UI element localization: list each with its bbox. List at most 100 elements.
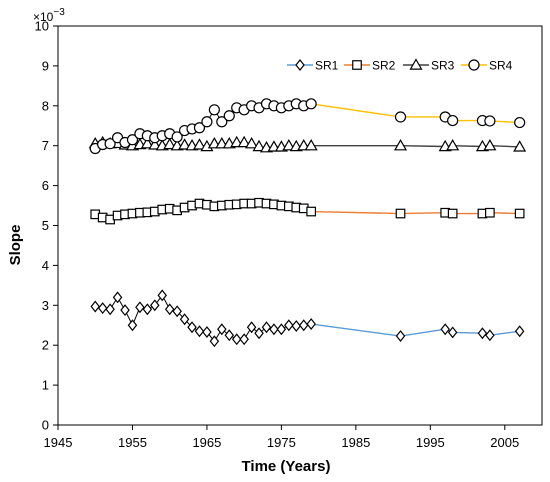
legend: SR1 SR2 SR3 SR4	[287, 58, 513, 73]
legend-label-sr4: SR4	[489, 59, 513, 73]
y-tick-label: 10	[35, 19, 49, 34]
data-point-sr3	[252, 139, 266, 152]
legend-item-sr4: SR4	[461, 59, 513, 73]
data-point-sr3	[245, 136, 259, 149]
data-point-sr4	[394, 111, 407, 123]
y-multiplier-base: ×10	[33, 10, 54, 24]
data-point-sr3	[237, 135, 251, 148]
data-point-sr4	[484, 115, 496, 127]
data-point-sr4	[216, 116, 228, 128]
legend-item-sr1: SR1	[287, 59, 339, 73]
data-point-sr4	[305, 98, 317, 110]
y-tick-label: 0	[42, 418, 49, 433]
data-point-sr3	[148, 138, 162, 150]
data-point-sr1	[246, 321, 257, 334]
data-point-sr4	[447, 114, 459, 127]
data-point-sr1	[127, 319, 138, 332]
data-point-sr1	[209, 335, 220, 348]
data-point-sr2	[447, 208, 458, 219]
legend-label-sr2: SR2	[372, 59, 396, 73]
data-point-sr2	[485, 207, 495, 218]
data-point-sr3	[446, 138, 460, 151]
legend-item-sr3: SR3	[403, 58, 455, 73]
data-point-sr1	[269, 323, 279, 336]
data-point-sr1	[514, 325, 525, 338]
series-line-sr1-early	[95, 294, 312, 343]
y-tick-label: 2	[42, 338, 49, 353]
data-point-sr4	[104, 138, 116, 150]
data-point-sr3	[393, 138, 408, 151]
y-tick-label: 3	[42, 298, 49, 313]
data-point-sr4	[201, 116, 213, 128]
data-point-sr1	[254, 327, 264, 340]
data-point-sr1	[395, 330, 406, 342]
data-point-sr3	[140, 136, 154, 149]
data-point-sr3	[192, 138, 207, 150]
series-sr2	[90, 197, 525, 225]
data-point-sr1	[231, 333, 242, 346]
series-sr1	[90, 289, 525, 348]
x-tick-label: 1985	[341, 435, 370, 450]
x-tick-label: 1955	[118, 435, 147, 450]
y-tick-label: 9	[42, 58, 49, 73]
x-tick-label: 1995	[416, 435, 445, 450]
data-point-sr1	[485, 329, 495, 342]
x-tick-label: 2005	[490, 435, 519, 450]
data-point-sr4	[193, 122, 206, 134]
series-layer	[88, 98, 527, 348]
data-point-sr2	[306, 206, 317, 217]
data-point-sr1	[187, 321, 197, 334]
data-point-sr1	[90, 300, 100, 313]
data-point-sr1	[477, 327, 488, 340]
data-point-sr1	[447, 326, 458, 339]
data-point-sr1	[298, 319, 309, 332]
data-point-sr1	[135, 301, 145, 314]
data-point-sr1	[224, 329, 235, 342]
plot-area: 0 1 2 3 4 5 6 7 8 9 10 1945 1955 1965 1975 1985 1995 2005	[35, 19, 543, 450]
legend-label-sr1: SR1	[315, 59, 339, 73]
data-point-sr3	[178, 138, 192, 150]
x-axis-title: Time (Years)	[242, 458, 331, 475]
data-point-sr3	[304, 138, 318, 151]
data-point-sr4	[223, 110, 235, 122]
data-point-sr1	[179, 313, 190, 326]
data-point-sr3	[483, 138, 497, 151]
y-multiplier-label: ×10−3	[33, 7, 65, 24]
series-sr4	[89, 98, 526, 155]
y-tick-label: 7	[42, 138, 49, 153]
data-point-sr4	[514, 116, 526, 129]
data-point-sr1	[112, 291, 123, 304]
data-point-sr2	[395, 208, 406, 219]
data-point-sr1	[172, 305, 182, 318]
y-axis-title: Slope	[7, 225, 24, 266]
y-tick-label: 8	[42, 98, 49, 113]
data-point-sr1	[142, 303, 153, 316]
data-point-sr3	[282, 138, 296, 151]
data-point-sr1	[194, 325, 205, 338]
legend-item-sr2: SR2	[344, 59, 396, 73]
data-point-sr3	[163, 137, 177, 150]
data-point-sr4	[208, 104, 220, 116]
data-point-sr4	[126, 134, 139, 146]
data-point-sr3	[513, 140, 527, 152]
data-point-sr2	[514, 208, 525, 219]
x-tick-label: 1975	[267, 435, 296, 450]
legend-label-sr3: SR3	[431, 59, 455, 73]
legend-marker-sr4	[468, 59, 480, 71]
y-tick-label: 6	[42, 178, 49, 193]
data-point-sr1	[284, 319, 294, 332]
data-point-sr1	[97, 302, 108, 315]
legend-marker-sr1	[295, 59, 305, 71]
data-point-sr4	[171, 131, 183, 143]
data-point-sr1	[164, 303, 175, 316]
legend-marker-sr2	[352, 60, 362, 70]
data-point-sr1	[291, 320, 302, 333]
data-point-sr1	[217, 323, 227, 336]
y-tick-label: 1	[42, 378, 49, 393]
data-point-sr1	[150, 299, 160, 312]
data-point-sr1	[105, 303, 115, 316]
y-tick-label: 5	[42, 218, 49, 233]
x-tick-label: 1965	[192, 435, 221, 450]
y-tick-label: 4	[42, 258, 49, 273]
